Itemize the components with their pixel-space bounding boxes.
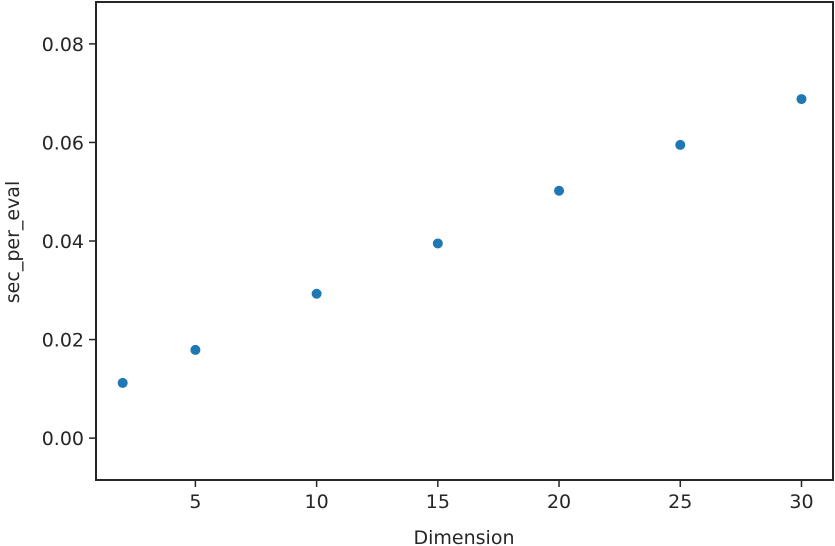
x-tick-label: 20 bbox=[547, 491, 571, 513]
data-point bbox=[117, 377, 128, 388]
y-tick-label: 0.06 bbox=[42, 132, 84, 154]
data-points bbox=[117, 94, 807, 388]
x-tick-label: 5 bbox=[189, 491, 201, 513]
data-point bbox=[311, 288, 322, 299]
x-tick-label: 25 bbox=[668, 491, 692, 513]
data-point bbox=[796, 94, 807, 105]
data-point bbox=[190, 344, 201, 355]
y-tick-label: 0.02 bbox=[42, 330, 84, 352]
x-tick-label: 30 bbox=[789, 491, 813, 513]
plot-frame bbox=[95, 1, 834, 481]
data-point bbox=[675, 139, 686, 150]
data-point bbox=[432, 238, 443, 249]
y-axis-ticks: 0.00 0.02 0.04 0.06 0.08 bbox=[42, 34, 96, 450]
y-tick-label: 0.00 bbox=[42, 428, 84, 450]
y-axis-label: sec_per_eval bbox=[2, 181, 24, 303]
y-tick-label: 0.08 bbox=[42, 34, 84, 56]
y-tick-label: 0.04 bbox=[42, 231, 84, 253]
x-axis-ticks: 5 10 15 20 25 30 bbox=[189, 480, 814, 513]
data-point bbox=[554, 185, 565, 196]
x-axis-label: Dimension bbox=[414, 527, 515, 546]
x-tick-label: 15 bbox=[426, 491, 450, 513]
x-tick-label: 10 bbox=[305, 491, 329, 513]
